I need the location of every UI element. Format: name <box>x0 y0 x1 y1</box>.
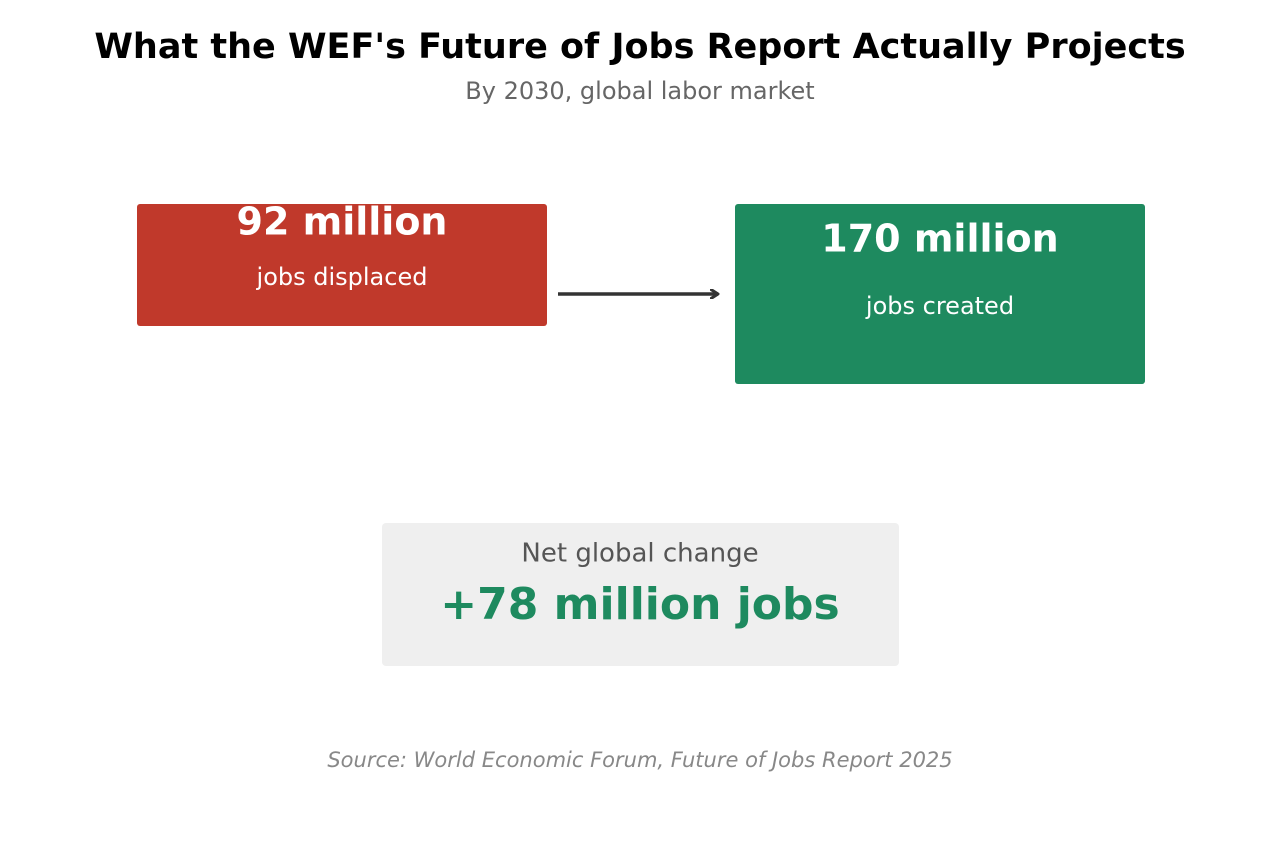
source: Source: World Economic Forum, Future of … <box>327 748 952 772</box>
net-value: +78 million jobs <box>440 579 839 630</box>
displaced-box <box>137 204 547 326</box>
created-label: jobs created <box>865 292 1014 320</box>
created-box <box>735 204 1145 384</box>
displaced-label: jobs displaced <box>256 263 428 291</box>
net-box <box>382 523 899 666</box>
net-label: Net global change <box>521 539 758 569</box>
created-value: 170 million <box>821 217 1058 261</box>
displaced-value: 92 million <box>237 200 448 244</box>
title: What the WEF's Future of Jobs Report Act… <box>94 27 1185 67</box>
subtitle: By 2030, global labor market <box>465 77 814 105</box>
